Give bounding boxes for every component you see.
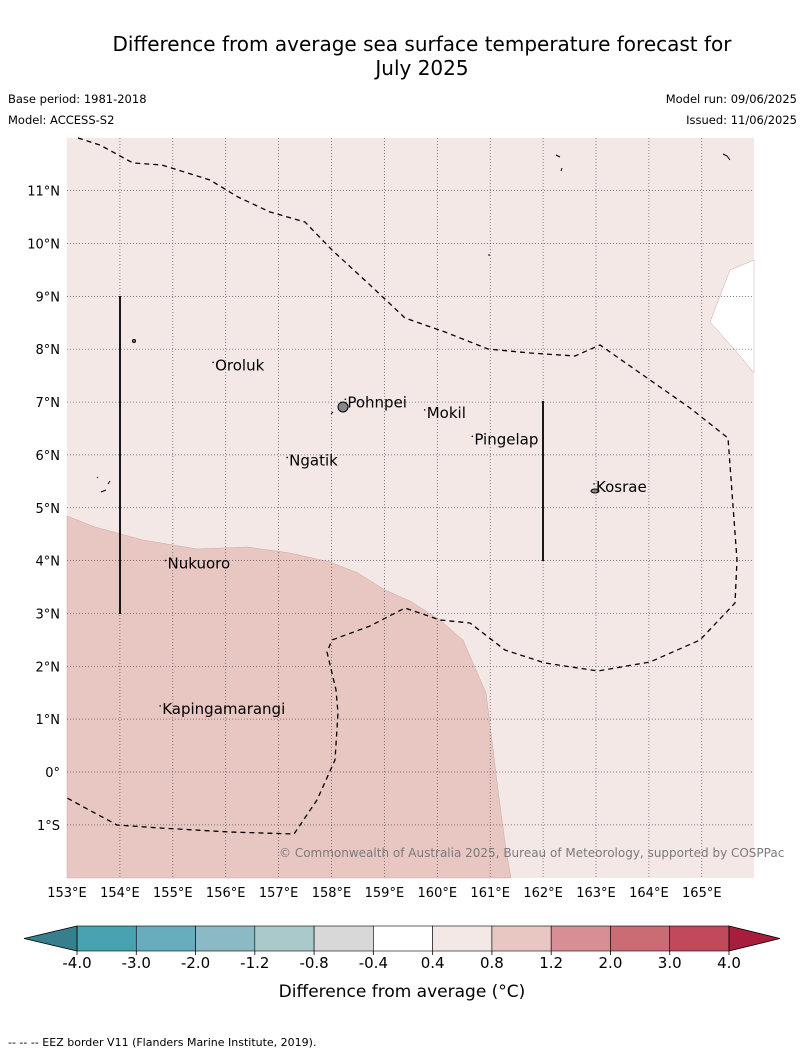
colorbar-tick-label: -0.8: [299, 954, 328, 972]
latitude-tick-label: 10°N: [27, 238, 60, 253]
colorbar-segments: [76, 925, 730, 952]
longitude-tick-label: 153°E: [47, 886, 87, 901]
colorbar-segment: [76, 925, 137, 952]
colorbar-segment: [254, 925, 315, 952]
place-label-kosrae: Kosrae: [596, 478, 647, 496]
longitude-tick-label: 161°E: [470, 886, 510, 901]
island-dot-pohnpei: [330, 411, 334, 415]
colorbar-low-extend: [23, 925, 78, 952]
latitude-tick-label: 5°N: [36, 502, 61, 517]
place-label-oroluk: Oroluk: [215, 356, 264, 374]
colorbar-tick-label: -4.0: [62, 954, 91, 972]
place-marker: [164, 559, 167, 562]
place-marker: [159, 705, 162, 707]
colorbar-tick-label: -3.0: [122, 954, 151, 972]
latitude-tick-label: 1°N: [36, 713, 61, 728]
place-label-pingelap: Pingelap: [474, 430, 538, 448]
colorbar-tick-label: 0.8: [480, 954, 504, 972]
longitude-tick-label: 165°E: [682, 886, 722, 901]
latitude-tick-label: 1°S: [37, 819, 60, 834]
colorbar-segment: [373, 925, 433, 952]
island-dot: [132, 339, 136, 343]
colorbar-segment: [135, 925, 196, 952]
colorbar-tick-labels: -4.0 -3.0 -2.0 -1.2 -0.8 -0.4 0.4 0.8 1.2 2.0 3.0 4…: [62, 951, 741, 972]
longitude-tick-label: 160°E: [418, 886, 458, 901]
colorbar-label: Difference from average (°C): [279, 982, 526, 1002]
colorbar-tick-label: -0.4: [359, 954, 388, 972]
footer-note: -- -- -- EEZ border V11 (Flanders Marine…: [8, 1036, 317, 1049]
latitude-tick-label: 8°N: [36, 343, 61, 358]
longitude-tick-label: 164°E: [629, 886, 669, 901]
longitude-tick-label: 158°E: [312, 886, 352, 901]
latitude-tick-label: 0°: [45, 766, 60, 781]
place-label-mokil: Mokil: [427, 404, 466, 422]
island-dots-north: [488, 153, 731, 256]
colorbar-tick-label: -2.0: [181, 954, 210, 972]
boundary-lines: [119, 296, 544, 614]
sst-field: [66, 138, 755, 879]
islands: [96, 153, 731, 494]
latitude-tick-label: 2°N: [36, 660, 61, 675]
longitude-labels: 153°E 154°E 155°E 156°E 157°E 158°E 159°E 160°E…: [47, 886, 721, 901]
kosrae-island: [590, 488, 600, 494]
longitude-tick-label: 156°E: [206, 886, 246, 901]
place-marker: [471, 435, 474, 438]
eez-borders: [66, 137, 738, 835]
colorbar-tick-label: 3.0: [658, 954, 682, 972]
place-label-nukuoro: Nukuoro: [168, 555, 231, 573]
longitude-tick-label: 162°E: [523, 886, 563, 901]
colorbar: -4.0 -3.0 -2.0 -1.2 -0.8 -0.4 0.4 0.8 1.2 2.0 3.0 4…: [23, 925, 781, 1002]
colorbar-segment: [550, 925, 611, 952]
colorbar-segment: [313, 925, 374, 952]
eez-border-line: [66, 137, 738, 835]
latitude-tick-label: 6°N: [36, 449, 61, 464]
title-line-2: July 2025: [375, 56, 469, 80]
issued-date: Issued: 11/06/2025: [686, 113, 797, 127]
longitude-tick-label: 154°E: [100, 886, 140, 901]
colorbar-segment: [195, 925, 256, 952]
colorbar-tick-label: 0.4: [421, 954, 445, 972]
copyright-notice: © Commonwealth of Australia 2025, Bureau…: [279, 846, 784, 860]
colorbar-segment: [432, 925, 493, 952]
longitude-tick-label: 159°E: [365, 886, 405, 901]
latitude-tick-label: 3°N: [36, 607, 61, 622]
colorbar-segment: [610, 925, 671, 952]
model-name: Model: ACCESS-S2: [8, 113, 115, 127]
latitude-tick-label: 11°N: [27, 185, 60, 200]
place-label-ngatik: Ngatik: [289, 451, 338, 469]
place-marker: [423, 409, 426, 411]
model-run: Model run: 09/06/2025: [665, 92, 797, 106]
latitude-tick-label: 9°N: [36, 290, 61, 305]
colorbar-high-extend: [728, 925, 781, 952]
pohnpei-island: [337, 401, 349, 413]
colorbar-tick-label: 2.0: [599, 954, 623, 972]
longitude-tick-label: 163°E: [576, 886, 616, 901]
island-dots: [96, 476, 111, 493]
chart-title: Difference from average sea surface temp…: [40, 32, 804, 80]
longitude-tick-label: 157°E: [259, 886, 299, 901]
base-period: Base period: 1981-2018: [8, 92, 147, 106]
title-line-1: Difference from average sea surface temp…: [112, 32, 732, 56]
place-marker: [212, 361, 214, 364]
latitude-tick-label: 4°N: [36, 555, 61, 570]
place-labels: Oroluk Pohnpei Mokil Pingelap Ngatik Kosrae Nu…: [159, 356, 647, 718]
colorbar-segment: [491, 925, 552, 952]
colorbar-tick-label: 4.0: [717, 954, 741, 972]
colorbar-tick-label: -1.2: [240, 954, 269, 972]
latitude-labels: 11°N 10°N 9°N 8°N 7°N 6°N 5°N 4°N 3°N 2°N 1°N 0° 1°S: [27, 185, 60, 834]
anomaly-band-0.8-1.2: [66, 515, 512, 879]
colorbar-tick-label: 1.2: [539, 954, 563, 972]
colorbar-segment: [669, 925, 730, 952]
longitude-tick-label: 155°E: [153, 886, 193, 901]
place-label-pohnpei: Pohnpei: [347, 393, 407, 411]
place-marker: [593, 483, 595, 485]
place-label-kapingamarangi: Kapingamarangi: [162, 700, 285, 718]
place-marker: [344, 398, 347, 401]
anomaly-band-neutral: [709, 259, 755, 374]
latitude-tick-label: 7°N: [36, 396, 61, 411]
place-marker: [286, 456, 288, 459]
